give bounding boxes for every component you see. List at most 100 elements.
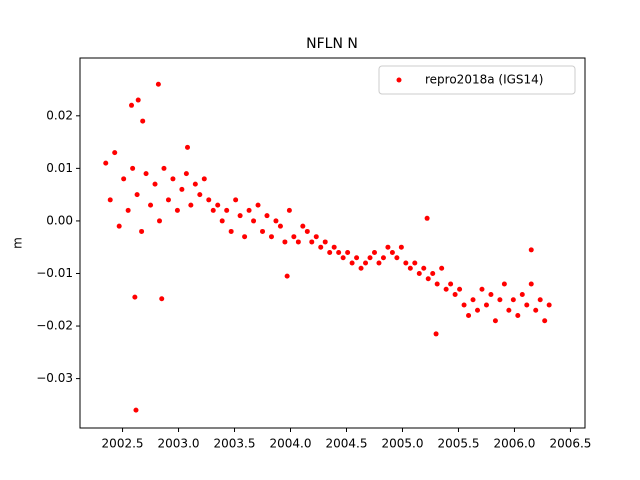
x-tick-label: 2003.0	[158, 437, 200, 451]
data-point	[470, 297, 476, 303]
x-tick-label: 2005.5	[437, 437, 479, 451]
data-point	[385, 244, 391, 250]
data-point	[322, 239, 328, 245]
data-point	[506, 307, 512, 313]
data-point	[282, 239, 288, 245]
x-tick-label: 2006.0	[493, 437, 535, 451]
data-point	[331, 244, 337, 250]
data-point	[407, 265, 413, 271]
data-point	[112, 150, 118, 156]
y-tick-label: 0.01	[46, 161, 73, 175]
data-point	[277, 223, 283, 229]
y-axis-label: m	[11, 237, 25, 249]
data-point	[133, 407, 139, 413]
data-point	[140, 118, 146, 124]
data-point	[129, 102, 135, 108]
data-point	[537, 297, 543, 303]
data-point	[284, 273, 290, 279]
data-point	[206, 197, 212, 203]
y-tick-label: −0.02	[36, 319, 73, 333]
data-point	[483, 302, 489, 308]
data-point	[201, 176, 207, 182]
data-point	[260, 228, 266, 234]
data-point	[340, 255, 346, 261]
data-point	[497, 297, 503, 303]
x-tick-label: 2006.5	[549, 437, 591, 451]
data-point	[327, 249, 333, 255]
data-point	[165, 197, 171, 203]
data-point	[394, 255, 400, 261]
data-point	[510, 297, 516, 303]
data-point	[125, 207, 131, 213]
data-point	[197, 192, 203, 198]
data-point	[479, 286, 485, 292]
data-point	[430, 270, 436, 276]
data-point	[224, 207, 230, 213]
data-point	[398, 244, 404, 250]
data-point	[304, 228, 310, 234]
data-point	[291, 234, 297, 240]
data-point	[242, 234, 248, 240]
data-point	[345, 249, 351, 255]
x-tick-label: 2005.0	[381, 437, 423, 451]
data-point	[159, 296, 165, 302]
data-point	[403, 260, 409, 266]
data-point	[528, 247, 534, 253]
y-tick-label: 0.00	[46, 213, 73, 227]
data-point	[152, 181, 158, 187]
data-point	[421, 265, 427, 271]
data-point	[135, 97, 141, 103]
data-point	[237, 213, 243, 219]
data-point	[132, 294, 138, 300]
data-point	[524, 302, 530, 308]
data-point	[251, 218, 257, 224]
data-point	[134, 192, 140, 198]
data-point	[228, 228, 234, 234]
data-point	[273, 218, 279, 224]
data-point	[358, 265, 364, 271]
data-point	[183, 171, 189, 177]
data-point	[210, 207, 216, 213]
data-point	[515, 313, 521, 319]
data-point	[255, 202, 261, 208]
data-point	[519, 292, 525, 298]
data-point	[452, 292, 458, 298]
data-point	[233, 197, 239, 203]
data-point	[533, 307, 539, 313]
data-point	[300, 223, 306, 229]
data-point	[107, 197, 113, 203]
data-point	[143, 171, 149, 177]
data-point	[425, 276, 431, 282]
data-point	[161, 165, 167, 171]
legend-marker	[396, 77, 402, 83]
data-point	[179, 186, 185, 192]
data-point	[376, 260, 382, 266]
y-tick-label: −0.03	[36, 371, 73, 385]
plot-frame	[79, 57, 586, 429]
data-point	[412, 260, 418, 266]
legend-box	[378, 65, 576, 95]
data-point	[461, 302, 467, 308]
data-point	[349, 260, 355, 266]
data-point	[433, 331, 439, 337]
data-point	[380, 255, 386, 261]
data-point	[424, 215, 430, 221]
legend-label: repro2018a (IGS14)	[425, 73, 543, 87]
data-point	[121, 176, 127, 182]
y-tick-label: 0.02	[46, 108, 73, 122]
data-point	[188, 202, 194, 208]
data-point	[286, 207, 292, 213]
data-point	[546, 302, 552, 308]
data-point	[295, 239, 301, 245]
data-point	[371, 249, 377, 255]
data-point	[448, 281, 454, 287]
data-point	[443, 286, 449, 292]
data-point	[309, 239, 315, 245]
data-point	[354, 255, 360, 261]
data-point	[389, 249, 395, 255]
data-point	[475, 307, 481, 313]
data-point	[174, 207, 180, 213]
data-point	[157, 218, 163, 224]
